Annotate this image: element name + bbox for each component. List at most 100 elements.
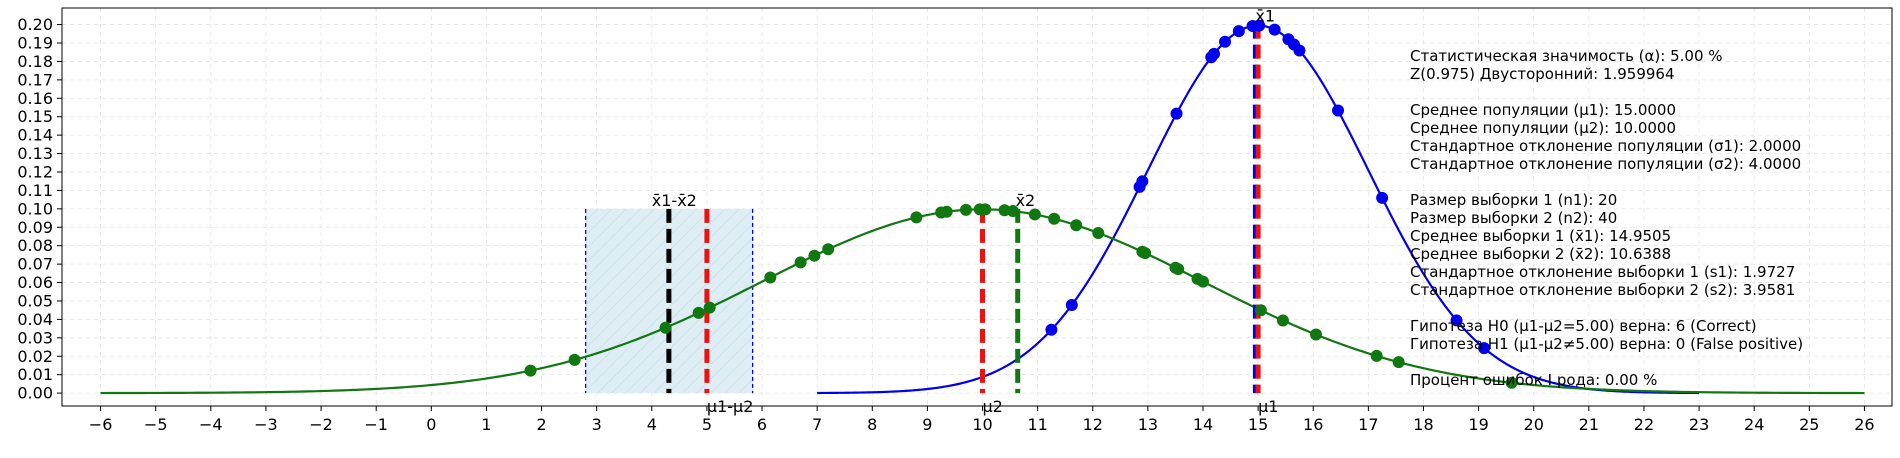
series-point-1 — [764, 271, 777, 284]
series-point-1 — [1028, 208, 1041, 221]
x-tick-label: 0 — [426, 415, 436, 434]
y-tick-label: 0.11 — [17, 181, 53, 200]
y-tick-label: 0.08 — [17, 236, 53, 255]
series-point-0 — [1268, 23, 1281, 36]
x-tick-label: 26 — [1854, 415, 1874, 434]
info-line: Статистическая значимость (α): 5.00 % — [1410, 47, 1723, 65]
x-tick-label: 18 — [1413, 415, 1433, 434]
vlines-layer — [666, 24, 1261, 394]
series-point-0 — [1219, 35, 1232, 48]
y-tick-label: 0.04 — [17, 310, 53, 329]
points-layer — [524, 19, 1518, 389]
x-tick-label: 17 — [1358, 415, 1378, 434]
x-tick-label: 14 — [1193, 415, 1213, 434]
x-tick-label: −3 — [254, 415, 278, 434]
x-tick-label: −4 — [199, 415, 223, 434]
axes: −6 −5 −4 −3 −2 −1 0 1 2 3 4 5 6 7 8 9 10 11 12 13 14 15 16 17 18… — [17, 7, 1893, 434]
annotation-label: x̄2 — [1016, 191, 1036, 210]
info-line: Размер выборки 2 (n2): 40 — [1410, 209, 1617, 227]
x-tick-label: −6 — [89, 415, 113, 434]
grid — [62, 8, 1892, 406]
x-tick-label: 24 — [1744, 415, 1764, 434]
info-line: Среднее выборки 1 (x̄1): 14.9505 — [1410, 227, 1671, 245]
series-point-1 — [1370, 349, 1383, 362]
x-tick-label: 3 — [592, 415, 602, 434]
info-line: Гипотеза H0 (μ1-μ2=5.00) верна: 6 (Corre… — [1410, 317, 1757, 335]
y-tick-label: 0.20 — [17, 15, 53, 34]
series-point-1 — [808, 249, 821, 262]
series-point-0 — [1332, 104, 1345, 117]
annotations-layer: x̄1-x̄2 x̄2 x̄1 μ1-μ2 μ2 μ1 — [652, 7, 1279, 417]
series-point-0 — [1450, 314, 1463, 327]
y-tick-label: 0.02 — [17, 347, 53, 366]
annotation-label: μ1 — [1258, 397, 1278, 416]
y-tick-label: 0.07 — [17, 255, 53, 274]
series-point-1 — [959, 203, 972, 216]
series-point-0 — [1376, 191, 1389, 204]
y-tick-label: 0.19 — [17, 34, 53, 53]
x-tick-label: 15 — [1248, 415, 1268, 434]
series-point-1 — [794, 256, 807, 269]
series-point-0 — [1136, 175, 1149, 188]
x-tick-label: 10 — [972, 415, 992, 434]
y-tick-label: 0.06 — [17, 273, 53, 292]
x-tick-label: 11 — [1027, 415, 1047, 434]
series-point-1 — [568, 353, 581, 366]
info-line: Стандартное отклонение популяции (σ2): 4… — [1410, 155, 1801, 173]
info-line: Стандартное отклонение популяции (σ1): 2… — [1410, 137, 1801, 155]
series-point-1 — [659, 321, 672, 334]
series-point-1 — [1139, 247, 1152, 260]
y-tick-label: 0.00 — [17, 384, 53, 403]
annotation-label: μ2 — [983, 397, 1003, 416]
x-tick-label: −5 — [144, 415, 168, 434]
series-point-1 — [910, 211, 923, 224]
series-point-1 — [1254, 304, 1267, 317]
x-tick-label: 8 — [867, 415, 877, 434]
info-line: Среднее популяции (μ2): 10.0000 — [1410, 119, 1676, 137]
x-tick-label: 4 — [647, 415, 657, 434]
series-point-1 — [1092, 226, 1105, 239]
x-tick-label: 23 — [1689, 415, 1709, 434]
series-point-0 — [1045, 323, 1058, 336]
series-point-0 — [1293, 44, 1306, 57]
info-line: Стандартное отклонение выборки 2 (s2): 3… — [1410, 281, 1795, 299]
x-tick-label: 25 — [1799, 415, 1819, 434]
x-tick-label: 19 — [1468, 415, 1488, 434]
x-tick-label: 13 — [1138, 415, 1158, 434]
series-point-0 — [1208, 47, 1221, 60]
plot-frame — [61, 7, 1893, 407]
y-tick-label: 0.14 — [17, 126, 53, 145]
info-line: Стандартное отклонение выборки 1 (s1): 1… — [1410, 263, 1795, 281]
series-point-1 — [1196, 275, 1209, 288]
y-tick-label: 0.17 — [17, 70, 53, 89]
info-line: Гипотеза H1 (μ1-μ2≠5.00) верна: 0 (False… — [1410, 335, 1803, 353]
x-tick-label: −1 — [364, 415, 388, 434]
series-point-1 — [703, 301, 716, 314]
x-tick-label: 7 — [812, 415, 822, 434]
series-point-0 — [1478, 342, 1491, 355]
series-point-1 — [1006, 205, 1019, 218]
x-tick-label: 9 — [922, 415, 932, 434]
info-line: Z(0.975) Двусторонний: 1.959964 — [1410, 65, 1675, 83]
y-tick-label: 0.05 — [17, 291, 53, 310]
y-tick-label: 0.10 — [17, 199, 53, 218]
annotation-label: x̄1-x̄2 — [652, 191, 697, 210]
x-tick-label: 12 — [1083, 415, 1103, 434]
info-line: Размер выборки 1 (n1): 20 — [1410, 191, 1617, 209]
info-line: Процент ошибок I рода: 0.00 % — [1410, 371, 1657, 389]
series-point-1 — [979, 203, 992, 216]
series-point-1 — [940, 205, 953, 218]
annotation-label: μ1-μ2 — [707, 397, 754, 416]
series-point-1 — [1392, 356, 1405, 369]
info-panel: Статистическая значимость (α): 5.00 %Z(0… — [1410, 47, 1803, 389]
x-tick-label: 20 — [1524, 415, 1544, 434]
series-point-0 — [1170, 107, 1183, 120]
y-tick-label: 0.01 — [17, 365, 53, 384]
x-tick-label: 22 — [1634, 415, 1654, 434]
info-line: Среднее выборки 2 (x̄2): 10.6388 — [1410, 245, 1671, 263]
series-point-1 — [1070, 219, 1083, 232]
series-point-1 — [692, 306, 705, 319]
series-point-1 — [822, 243, 835, 256]
